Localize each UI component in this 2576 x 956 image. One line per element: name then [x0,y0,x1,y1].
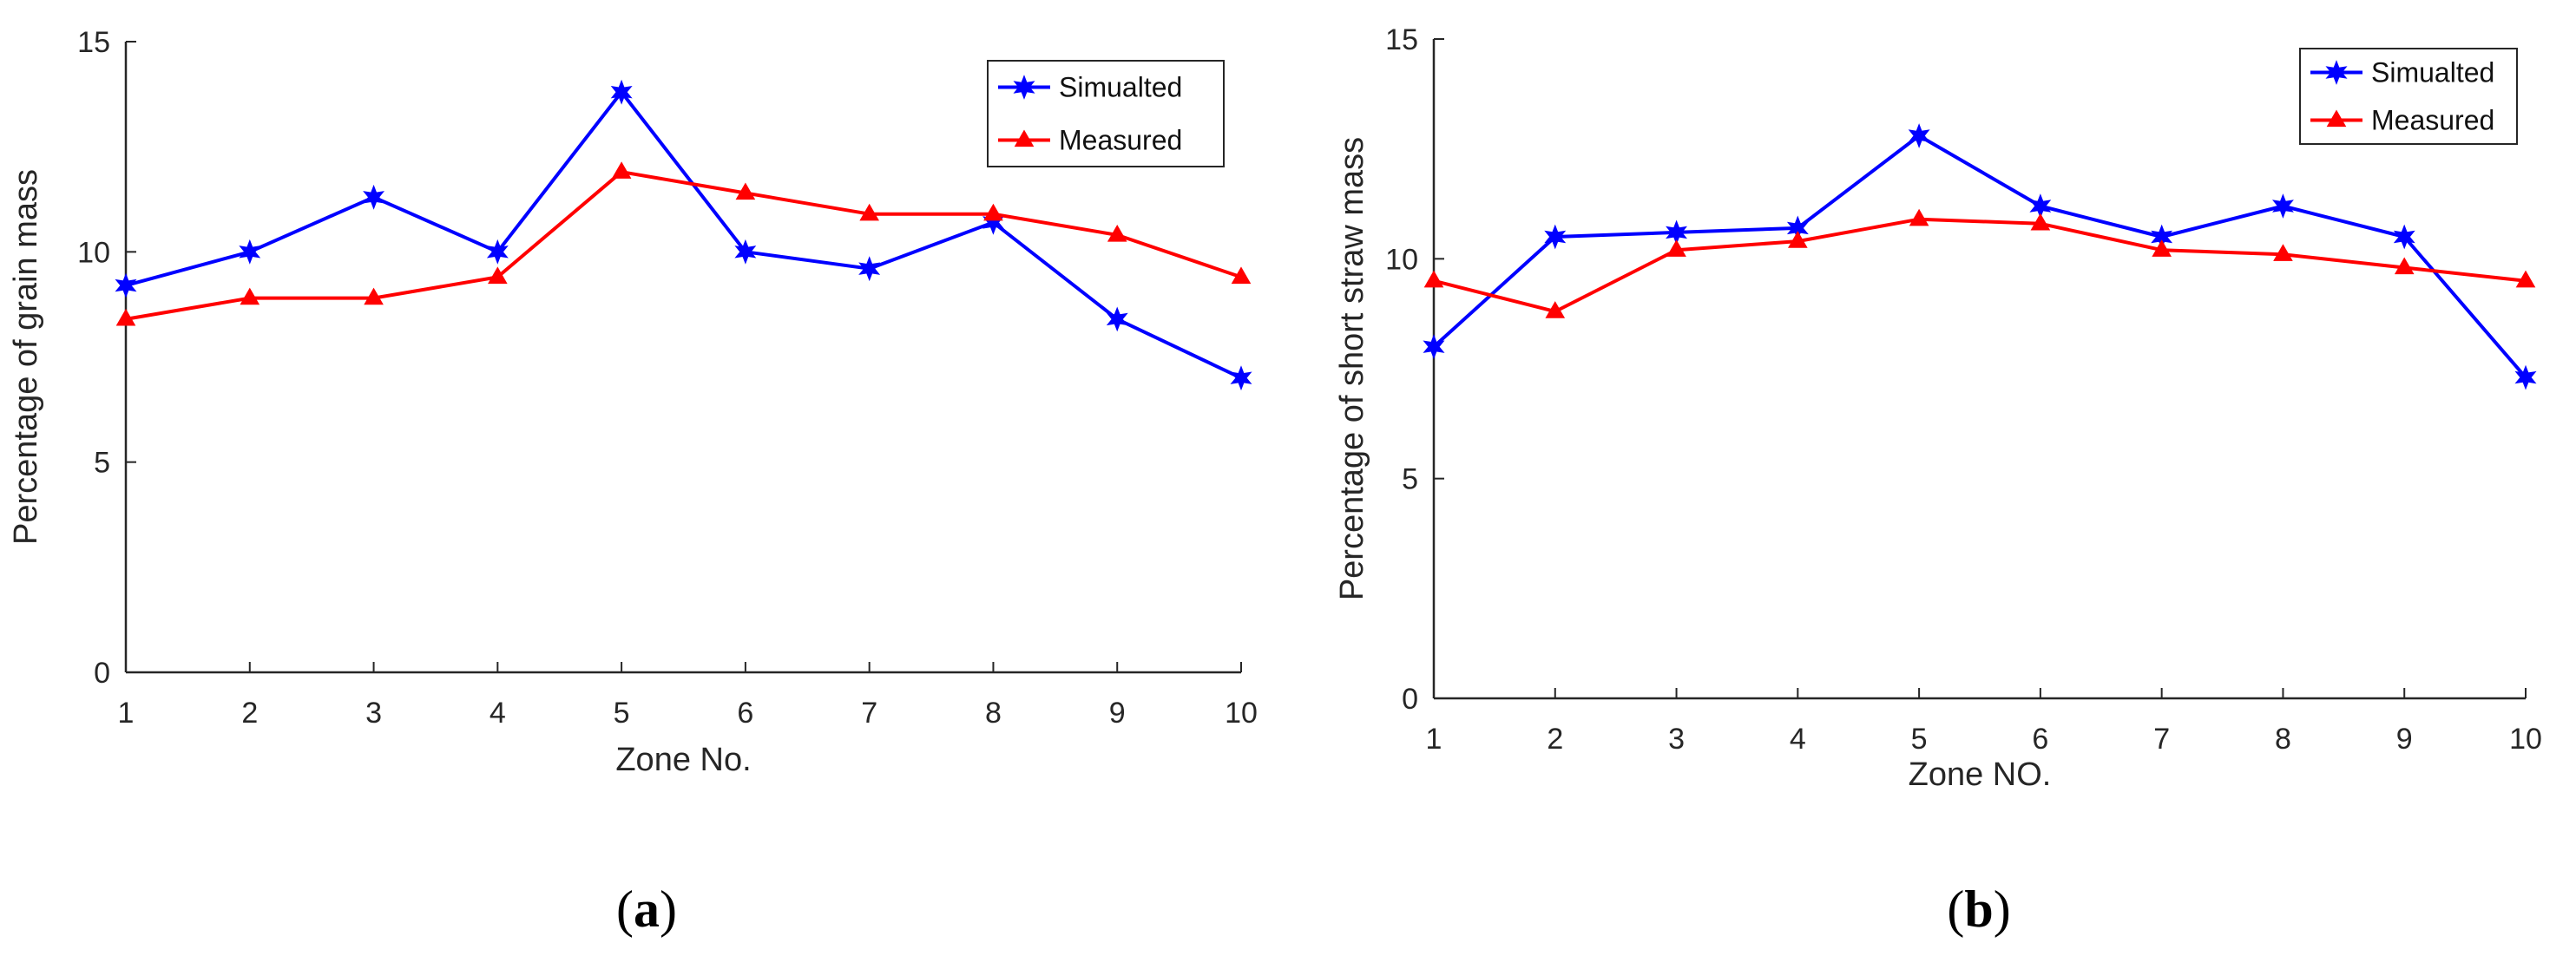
data-point-measured [611,161,632,179]
data-point-simualted [2393,224,2415,250]
y-tick-label: 5 [1402,463,1418,496]
y-tick-label: 10 [77,236,110,269]
legend-label-measured: Measured [1059,125,1182,156]
data-point-measured [983,203,1003,221]
y-tick-label: 0 [94,657,110,690]
legend-marker-measured [1014,129,1035,147]
x-tick-label: 5 [614,697,630,730]
x-tick-label: 8 [985,697,1002,730]
data-point-measured [115,308,136,326]
data-point-measured [240,287,260,305]
legend-marker-measured [2326,109,2347,128]
data-point-simualted [1908,123,1930,148]
data-point-measured [1423,270,1444,288]
data-point-simualted [1544,224,1567,250]
legend-label-simualted: Simualted [1059,72,1182,103]
x-tick-label: 2 [1547,723,1563,756]
x-tick-label: 10 [2509,723,2542,756]
legend: Simualted Measured [2299,48,2518,145]
x-tick-label: 4 [490,697,506,730]
chart-panel-a: 1 2 3 4 5 6 7 8 9 10 0 5 10 15 Zone No. Percentage of g… [8,26,1258,778]
data-point-simualted [1106,306,1128,332]
panel-caption-a: (a) [616,881,677,938]
data-point-measured [859,203,879,221]
data-point-measured [2030,213,2051,231]
data-point-measured [1107,224,1127,242]
chart-panel-b: 1 2 3 4 5 6 7 8 9 10 0 5 10 15 Zone NO. Percentage of s… [1334,23,2542,793]
data-point-measured [488,266,508,285]
data-point-simualted [1423,334,1445,360]
legend-box [987,60,1225,167]
data-point-simualted [1230,365,1252,391]
data-point-measured [1909,208,1929,226]
y-tick-label: 5 [94,447,110,480]
x-tick-label: 9 [1109,697,1126,730]
data-point-measured [2394,257,2415,275]
legend-marker-simualted [2325,60,2348,85]
data-point-simualted [363,184,384,210]
x-tick-label: 8 [2275,723,2291,756]
data-point-simualted [239,239,261,265]
data-point-measured [364,287,384,305]
x-axis-label: Zone No. [615,742,751,778]
x-axis-label: Zone NO. [1909,756,2052,793]
x-tick-label: 7 [2153,723,2170,756]
y-tick-label: 0 [1402,683,1418,716]
data-point-simualted [734,239,757,265]
legend-marker-simualted [1013,75,1035,100]
x-tick-label: 6 [737,697,753,730]
series-line-simualted [1432,134,2527,379]
x-tick-label: 9 [2396,723,2413,756]
data-point-measured [2152,239,2172,257]
legend-label-simualted: Simualted [2371,57,2494,88]
panel-caption-b: (b) [1947,881,2010,938]
data-point-measured [1545,301,1566,318]
data-point-measured [1666,239,1686,257]
series-line-simualted [125,90,1242,380]
x-tick-label: 10 [1225,697,1258,730]
x-tick-label: 1 [1426,723,1442,756]
data-point-measured [1788,231,1808,248]
series-line-measured [125,170,1242,321]
x-tick-label: 5 [1911,723,1928,756]
x-tick-label: 1 [118,697,135,730]
data-point-measured [735,182,756,200]
data-point-measured [2515,270,2536,288]
x-tick-label: 6 [2032,723,2048,756]
y-tick-label: 10 [1385,243,1418,276]
x-tick-label: 2 [241,697,258,730]
y-tick-label: 15 [1385,23,1418,56]
x-tick-label: 7 [861,697,877,730]
data-point-measured [1231,266,1252,285]
y-axis-label: Percentage of grain mass [8,169,44,545]
series-line-measured [1433,217,2527,314]
data-point-simualted [610,79,633,105]
x-tick-label: 3 [1668,723,1685,756]
legend: Simualted Measured [987,60,1225,167]
data-point-simualted [2272,193,2294,219]
y-tick-label: 15 [77,26,110,59]
x-tick-label: 4 [1790,723,1806,756]
data-point-simualted [2514,364,2537,390]
data-point-simualted [858,256,881,282]
x-tick-label: 3 [365,697,382,730]
data-point-measured [2273,244,2293,261]
y-axis-label: Percentage of short straw mass [1334,137,1370,600]
legend-label-measured: Measured [2371,105,2494,136]
data-point-simualted [115,272,137,298]
data-point-simualted [486,239,509,265]
